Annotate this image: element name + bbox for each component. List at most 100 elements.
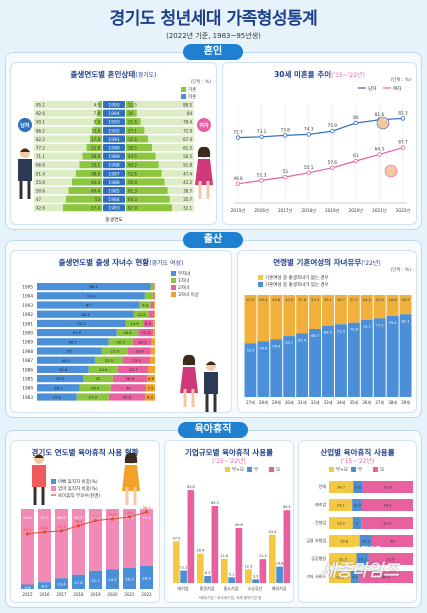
value-none: 49.1 <box>62 358 71 363</box>
x-tick: 32세 <box>311 399 320 405</box>
bar-one <box>144 292 153 300</box>
bar-one <box>101 347 128 355</box>
legend-father-swatch <box>247 467 252 472</box>
bar-two <box>110 384 147 392</box>
value-male-married: 17.8 <box>91 137 100 142</box>
male-face-icon <box>376 116 390 130</box>
bar-both <box>197 553 204 583</box>
x-tick: 해외기업 <box>272 585 287 591</box>
panel-single-rate: 30세 미혼율 추이('15~'22년) (단위 : %) 남자 여자 2015년 20… <box>222 62 417 225</box>
bar-with <box>270 339 283 397</box>
bar-three <box>144 393 155 401</box>
bar-male-married <box>95 118 102 126</box>
bar-without <box>309 295 322 329</box>
value-male: 74.3 <box>304 126 314 131</box>
value-mother: 71.1 <box>142 515 151 520</box>
mother-figure <box>180 354 198 407</box>
value-male-single: 47 <box>36 197 42 202</box>
legend-mother-swatch <box>51 486 56 491</box>
bar-female-single <box>144 126 194 134</box>
bar-male-single <box>34 135 90 143</box>
x-tick: 33세 <box>324 399 333 405</box>
bar-mother <box>361 499 413 511</box>
legend-both-label: 부+모 <box>336 467 348 473</box>
bar-none <box>37 356 95 364</box>
bar-father <box>228 577 235 583</box>
mother-figure-legs <box>125 487 137 505</box>
value-female: 55.1 <box>304 165 314 170</box>
value-male-married: 53 <box>95 197 101 202</box>
value-female-married: 48.2 <box>128 163 137 168</box>
value-female-single: 38.7 <box>183 189 192 194</box>
year-label: 1994 <box>108 111 120 117</box>
bar-two <box>154 283 155 291</box>
bar-father <box>123 567 136 589</box>
x-tick: 30세 <box>285 399 294 405</box>
bar-male-married <box>71 178 102 186</box>
value-male-married: 9.9 <box>94 120 101 125</box>
point-female <box>306 170 311 175</box>
chart-leave-by-size: 부+모 부 모 37.5 11.2 83.6 대기업 26.4 6.3 69.3 중견기업 21.8 5… <box>173 467 291 600</box>
bar-without <box>399 295 412 315</box>
bar-none <box>37 310 134 318</box>
point-female <box>282 174 288 180</box>
value-with: 77.1 <box>376 323 384 327</box>
bar-female-married <box>126 187 168 195</box>
point-parents <box>144 510 149 514</box>
value-mother: 30.1 <box>382 576 390 580</box>
value-male-married: 4.9 <box>94 103 101 108</box>
male-figure <box>18 148 32 199</box>
value-female-married: 32.6 <box>128 137 137 142</box>
value-father: 4.4 <box>352 576 358 580</box>
value-female: 64.3 <box>375 146 385 151</box>
bar-father <box>106 569 119 589</box>
bar-one <box>133 310 149 318</box>
bar-none <box>37 347 102 355</box>
value-female-single: 51.8 <box>183 163 192 168</box>
bar-both <box>329 535 360 547</box>
x-axis-label: 출생연도 <box>105 216 123 223</box>
point-male <box>330 128 335 134</box>
bar-one <box>88 365 119 373</box>
watermark-logo: 세종타임즈 <box>320 561 399 581</box>
value-father: 9.6 <box>355 486 361 490</box>
value-male: 81.6 <box>375 112 385 117</box>
child-figure-legs <box>205 394 217 412</box>
bar-three <box>148 365 155 373</box>
value-father: 6.3 <box>205 571 210 575</box>
point-male <box>353 120 359 126</box>
legend-none-label: 무자녀 <box>178 270 190 277</box>
value-female-married: 38.5 <box>128 146 137 151</box>
value-parents: 31.5 <box>91 515 99 519</box>
x-tick: 중견기업 <box>200 585 215 591</box>
value-mother: 94.4 <box>23 515 32 520</box>
value-female-single: 61.5 <box>183 146 192 151</box>
value-none: 33.6 <box>53 395 62 400</box>
bar-female-single <box>161 169 194 177</box>
bar-male-single <box>34 161 80 169</box>
panel-leave-by-size: 기업규모별 육아휴직 사용률 ('15~'22년) 부+모 부 모 37.5 11.2 8… <box>164 440 294 603</box>
x-tick: 31세 <box>298 399 307 405</box>
bar-without <box>373 295 386 319</box>
value-without: 27.2 <box>350 298 358 302</box>
value-father: 10.2 <box>353 504 361 508</box>
value-father: 5.1 <box>229 572 234 576</box>
bar-none <box>37 292 145 300</box>
bar-mother <box>235 527 243 583</box>
bar-female-married <box>126 178 165 186</box>
bar-none <box>37 365 89 373</box>
bar-without <box>360 295 373 320</box>
bar-without <box>244 295 257 344</box>
value-none: 39.3 <box>56 376 65 381</box>
point-male <box>282 133 288 138</box>
bar-father <box>252 579 259 583</box>
child-figure-hair <box>206 361 216 365</box>
panel-title: 출생연도별 혼인상태(경기도) <box>70 70 157 79</box>
father-figure-hair <box>34 454 44 458</box>
value-three: 8.5 <box>147 395 154 400</box>
bar-male-married <box>89 135 102 143</box>
bar-three <box>153 329 155 337</box>
value-with: 66.7 <box>311 334 319 338</box>
bar-with <box>399 314 412 397</box>
value-father: 20.3 <box>362 540 370 544</box>
